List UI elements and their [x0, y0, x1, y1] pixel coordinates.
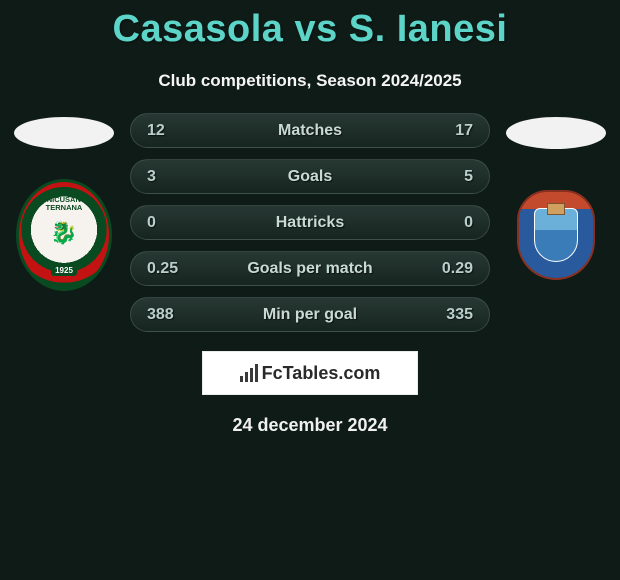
- brand-attribution[interactable]: FcTables.com: [202, 351, 418, 395]
- stat-right-value: 5: [413, 168, 473, 186]
- stat-label: Min per goal: [207, 306, 413, 324]
- stat-left-value: 0: [147, 214, 207, 232]
- stat-right-value: 17: [413, 122, 473, 140]
- stat-right-value: 0: [413, 214, 473, 232]
- stat-row-matches: 12 Matches 17: [130, 113, 490, 148]
- stat-label: Hattricks: [207, 214, 413, 232]
- stat-left-value: 388: [147, 306, 207, 324]
- left-club-badge: UNICUSANOTERNANA 🐉 1925: [14, 175, 114, 295]
- stat-label: Goals: [207, 168, 413, 186]
- stats-column: 12 Matches 17 3 Goals 5 0 Hattricks 0 0.…: [124, 113, 496, 343]
- stat-row-goals-per-match: 0.25 Goals per match 0.29: [130, 251, 490, 286]
- stat-row-min-per-goal: 388 Min per goal 335: [130, 297, 490, 332]
- left-player-col: UNICUSANOTERNANA 🐉 1925: [4, 113, 124, 295]
- stat-label: Goals per match: [207, 260, 413, 278]
- subtitle: Club competitions, Season 2024/2025: [0, 71, 620, 91]
- stat-right-value: 335: [413, 306, 473, 324]
- left-player-avatar-placeholder: [14, 117, 114, 149]
- dragon-icon: 🐉: [50, 220, 77, 246]
- stat-row-hattricks: 0 Hattricks 0: [130, 205, 490, 240]
- stat-label: Matches: [207, 122, 413, 140]
- page-title: Casasola vs S. Ianesi: [0, 0, 620, 51]
- right-player-avatar-placeholder: [506, 117, 606, 149]
- badge-left-text: UNICUSANOTERNANA: [41, 196, 86, 213]
- stat-left-value: 12: [147, 122, 207, 140]
- stat-row-goals: 3 Goals 5: [130, 159, 490, 194]
- brand-text: FcTables.com: [262, 363, 381, 384]
- tower-icon: [547, 203, 565, 215]
- date-text: 24 december 2024: [0, 415, 620, 436]
- bar-chart-icon: [240, 364, 258, 382]
- stat-right-value: 0.29: [413, 260, 473, 278]
- stat-left-value: 0.25: [147, 260, 207, 278]
- right-player-col: [496, 113, 616, 295]
- badge-left-year: 1925: [51, 265, 77, 276]
- comparison-row: UNICUSANOTERNANA 🐉 1925 12 Matches 17 3 …: [0, 113, 620, 343]
- ternana-badge-icon: UNICUSANOTERNANA 🐉 1925: [16, 179, 112, 291]
- right-club-badge: [506, 175, 606, 295]
- pontedera-badge-icon: [517, 190, 595, 280]
- stat-left-value: 3: [147, 168, 207, 186]
- shield-inner-icon: [534, 208, 578, 262]
